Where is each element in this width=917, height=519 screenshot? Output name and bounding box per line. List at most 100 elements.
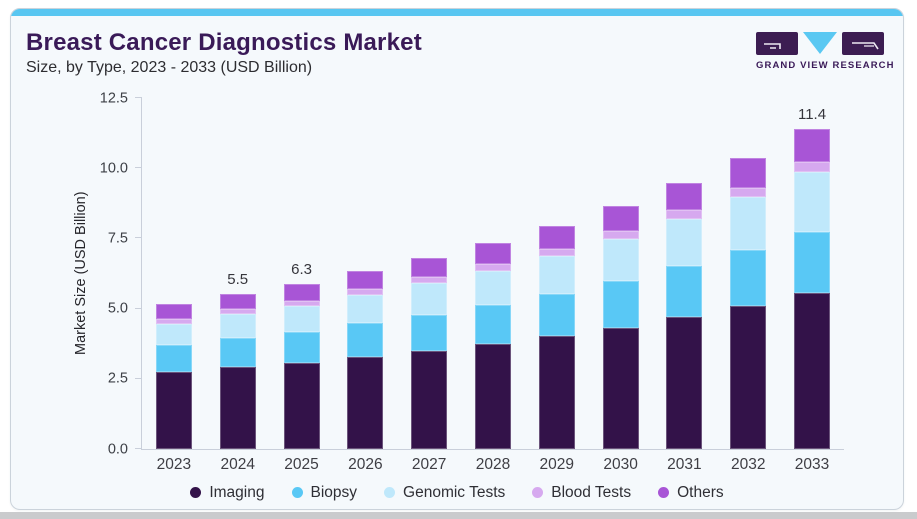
logo-g-block-icon bbox=[756, 32, 798, 55]
bar-segment-blood-tests bbox=[730, 187, 767, 198]
gvr-logo: GRAND VIEW RESEARCH bbox=[756, 32, 895, 71]
bar-segment-biopsy bbox=[411, 314, 448, 351]
bar-segment-blood-tests bbox=[474, 264, 511, 271]
bar-segment-genomic-tests bbox=[347, 294, 384, 323]
x-axis-label: 2026 bbox=[348, 456, 383, 473]
bar-segment-biopsy bbox=[538, 294, 575, 337]
y-axis-tick-label: 2.5 bbox=[107, 370, 128, 387]
plot-area: 2023 5.5 2024 6.3 2025 2026 2027 2028 2029 2030 20… bbox=[100, 91, 844, 472]
bar-total-label: 5.5 bbox=[227, 270, 249, 288]
bar-segment-genomic-tests bbox=[666, 219, 703, 267]
bar-slot: 2023 bbox=[142, 98, 206, 472]
bar-segment-imaging bbox=[538, 336, 575, 449]
x-axis-label: 2033 bbox=[794, 456, 830, 473]
logo-text: GRAND VIEW RESEARCH bbox=[756, 60, 895, 71]
bar-segment-imaging bbox=[730, 305, 767, 449]
bar-slots: 2023 5.5 2024 6.3 2025 2026 2027 2028 2029 2030 20… bbox=[142, 98, 844, 472]
legend-item-others: Others bbox=[658, 483, 724, 501]
bar-segment-blood-tests bbox=[794, 161, 831, 173]
gvr-logo-marks bbox=[756, 32, 884, 55]
legend-swatch-icon bbox=[190, 486, 202, 498]
bar-segment-blood-tests bbox=[602, 231, 639, 240]
bar-slot: 2028 bbox=[461, 98, 525, 472]
legend-item-blood-tests: Blood Tests bbox=[532, 483, 632, 501]
bar-segment-imaging bbox=[219, 367, 256, 449]
bar-segment-others bbox=[666, 183, 703, 211]
legend-swatch-icon bbox=[658, 486, 670, 498]
bar-segment-blood-tests bbox=[283, 300, 320, 307]
bar-segment-biopsy bbox=[730, 249, 767, 306]
bar-segment-blood-tests bbox=[411, 277, 448, 284]
y-axis-tick bbox=[135, 97, 142, 98]
bar-slot: 6.3 2025 bbox=[270, 98, 334, 472]
bar-total-label: 11.4 bbox=[797, 105, 827, 123]
bar-segment-genomic-tests bbox=[155, 323, 192, 345]
x-axis-label: 2032 bbox=[730, 456, 766, 473]
bar-segment-imaging bbox=[474, 344, 511, 449]
bar-total-label: 6.3 bbox=[291, 261, 312, 279]
logo-r-block-icon bbox=[842, 32, 884, 55]
bar-segment-imaging bbox=[602, 327, 639, 449]
y-axis-tick-label: 5.0 bbox=[107, 300, 128, 317]
legend: Imaging Biopsy Genomic Tests Blood Tests Oth… bbox=[11, 483, 903, 501]
bar-segment-biopsy bbox=[666, 266, 703, 318]
legend-label: Genomic Tests bbox=[403, 483, 506, 501]
x-axis-label: 2027 bbox=[411, 456, 447, 473]
bar-segment-imaging bbox=[155, 372, 192, 449]
y-axis-tick-label: 0.0 bbox=[107, 440, 128, 457]
bar-segment-others bbox=[474, 243, 511, 264]
bar-segment-imaging bbox=[666, 317, 703, 449]
bar-segment-blood-tests bbox=[666, 210, 703, 220]
bar-slot: 2026 bbox=[333, 98, 397, 472]
x-axis-label: 2030 bbox=[603, 456, 638, 473]
page-subtitle: Size, by Type, 2023 - 2033 (USD Billion) bbox=[26, 59, 313, 76]
stacked-bar-2025 bbox=[283, 284, 320, 449]
page-title: Breast Cancer Diagnostics Market bbox=[26, 29, 422, 56]
legend-label: Others bbox=[677, 483, 724, 501]
bar-segment-imaging bbox=[283, 362, 320, 449]
chart-card: Breast Cancer Diagnostics Market Size, b… bbox=[10, 8, 904, 510]
stacked-bar-2029 bbox=[538, 226, 575, 449]
stacked-bar-2032 bbox=[730, 157, 767, 449]
bar-slot: 2032 bbox=[716, 98, 780, 472]
y-axis-tick bbox=[135, 307, 142, 309]
legend-item-imaging: Imaging bbox=[190, 484, 265, 501]
bar-segment-biopsy bbox=[474, 304, 511, 344]
bar-segment-genomic-tests bbox=[474, 270, 511, 305]
bar-segment-others bbox=[730, 157, 767, 188]
bar-segment-biopsy bbox=[794, 231, 831, 294]
legend-swatch-icon bbox=[384, 486, 396, 498]
bar-segment-others bbox=[219, 293, 256, 310]
y-axis-tick bbox=[135, 237, 142, 239]
x-axis-label: 2024 bbox=[220, 456, 255, 473]
bar-segment-genomic-tests bbox=[730, 197, 767, 250]
legend-label: Blood Tests bbox=[551, 483, 632, 501]
bar-segment-others bbox=[411, 258, 448, 278]
x-axis-label: 2023 bbox=[156, 456, 192, 473]
bar-segment-others bbox=[794, 128, 831, 162]
bar-segment-others bbox=[155, 304, 192, 319]
bar-segment-genomic-tests bbox=[794, 172, 831, 232]
y-axis-tick bbox=[135, 377, 142, 379]
stacked-bar-2027 bbox=[411, 258, 448, 449]
bar-segment-biopsy bbox=[283, 331, 320, 363]
stacked-bar-2033 bbox=[794, 128, 831, 449]
y-axis-title: Market Size (USD Billion) bbox=[73, 191, 89, 356]
y-axis-tick-label: 12.5 bbox=[99, 89, 128, 106]
stacked-bar-2026 bbox=[347, 270, 384, 449]
legend-item-biopsy: Biopsy bbox=[291, 484, 357, 501]
bar-slot: 5.5 2024 bbox=[206, 98, 270, 472]
stacked-bar-2024 bbox=[219, 293, 256, 449]
bar-segment-biopsy bbox=[155, 344, 192, 373]
bar-segment-others bbox=[602, 206, 639, 232]
bar-segment-imaging bbox=[794, 293, 831, 449]
bar-slot: 11.4 2033 bbox=[780, 98, 844, 472]
bar-slot: 2027 bbox=[397, 98, 461, 472]
bar-segment-biopsy bbox=[219, 337, 256, 368]
bar-segment-genomic-tests bbox=[283, 306, 320, 332]
bar-segment-blood-tests bbox=[219, 309, 256, 315]
legend-item-genomic-tests: Genomic Tests bbox=[384, 483, 506, 501]
stacked-bar-2028 bbox=[474, 243, 511, 449]
bar-segment-genomic-tests bbox=[411, 283, 448, 315]
y-axis-tick bbox=[135, 448, 142, 449]
